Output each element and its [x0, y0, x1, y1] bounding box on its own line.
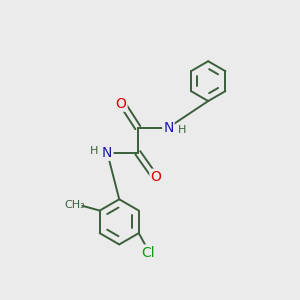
Text: H: H — [177, 125, 186, 135]
Text: N: N — [163, 121, 173, 135]
Text: H: H — [90, 146, 98, 156]
Text: O: O — [116, 97, 127, 111]
Text: O: O — [150, 170, 161, 184]
Text: Cl: Cl — [141, 245, 155, 260]
Text: N: N — [102, 146, 112, 160]
Text: CH₃: CH₃ — [64, 200, 86, 210]
